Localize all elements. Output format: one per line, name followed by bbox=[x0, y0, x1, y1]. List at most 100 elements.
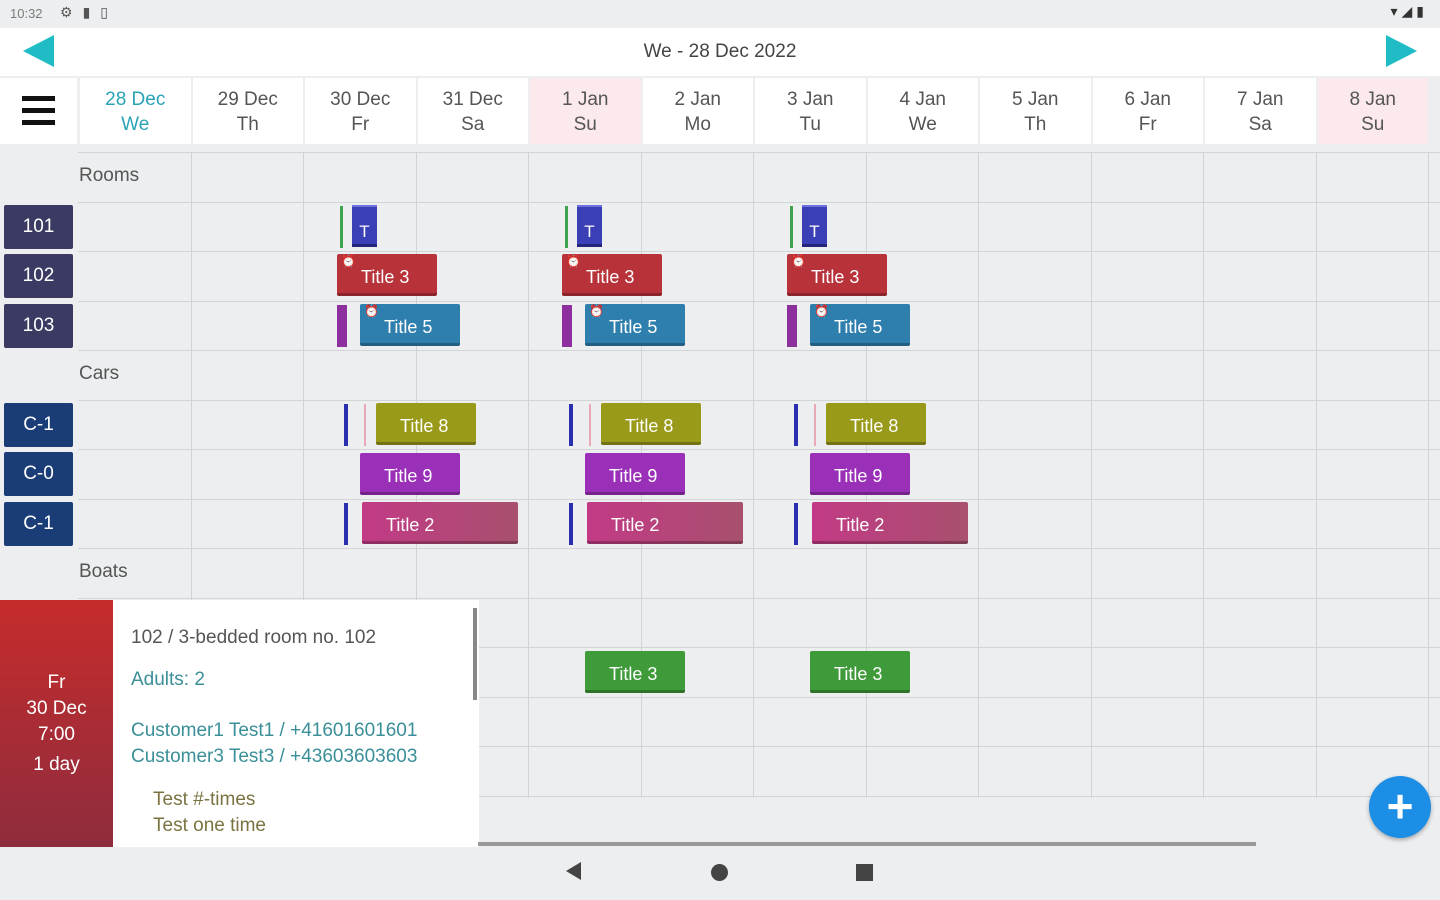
booking-marker[interactable] bbox=[790, 206, 793, 248]
booking-detail-card[interactable]: 102 / 3-bedded room no. 102 Adults: 2 Cu… bbox=[113, 600, 479, 847]
booking-title2[interactable]: Title 2 bbox=[587, 502, 743, 544]
back-icon[interactable] bbox=[566, 862, 581, 880]
booking-t[interactable]: T bbox=[352, 205, 377, 247]
booking-title8[interactable]: Title 8 bbox=[826, 403, 926, 445]
resource-label[interactable]: 101 bbox=[4, 205, 73, 249]
resource-label[interactable]: C-1 bbox=[4, 403, 73, 447]
current-date-title: We - 28 Dec 2022 bbox=[643, 41, 797, 62]
booking-marker[interactable] bbox=[565, 206, 568, 248]
booking-title9[interactable]: Title 9 bbox=[360, 453, 460, 495]
settings-dot-icon: ⚙ bbox=[60, 4, 83, 20]
grid-row-line bbox=[78, 202, 1440, 203]
booking-title: Title 2 bbox=[836, 515, 885, 535]
booking-title9[interactable]: Title 9 bbox=[810, 453, 910, 495]
booking-marker[interactable] bbox=[340, 206, 343, 248]
day-header-9[interactable]: 6 Jan Fr bbox=[1092, 78, 1203, 144]
booking-title8[interactable]: Title 8 bbox=[601, 403, 701, 445]
day-date: 1 Jan bbox=[562, 89, 609, 110]
resource-label[interactable]: 103 bbox=[4, 304, 73, 348]
booking-title3[interactable]: ⏰ Title 3 bbox=[337, 254, 437, 296]
booking-marker[interactable] bbox=[794, 503, 798, 545]
booking-marker[interactable] bbox=[787, 305, 797, 347]
booking-t[interactable]: T bbox=[802, 205, 827, 247]
day-weekday: We bbox=[121, 114, 150, 135]
grid-row-line bbox=[78, 301, 1440, 302]
detail-customer-2[interactable]: Customer3 Test3 / +43603603603 bbox=[131, 746, 418, 767]
add-booking-button[interactable]: + bbox=[1369, 776, 1431, 838]
booking-marker[interactable] bbox=[344, 404, 348, 446]
booking-title3[interactable]: Title 3 bbox=[585, 651, 685, 693]
day-weekday: We bbox=[908, 114, 937, 135]
booking-title5[interactable]: ⏰ Title 5 bbox=[810, 304, 910, 346]
booking-marker[interactable] bbox=[337, 305, 347, 347]
detail-customer-1[interactable]: Customer1 Test1 / +41601601601 bbox=[131, 720, 418, 741]
grid-column-line bbox=[753, 152, 754, 798]
alarm-icon: ⏰ bbox=[364, 304, 379, 318]
grid-row-line bbox=[78, 152, 1440, 153]
horizontal-scrollbar[interactable] bbox=[478, 842, 1256, 846]
booking-marker[interactable] bbox=[562, 305, 572, 347]
booking-title3[interactable]: ⏰ Title 3 bbox=[787, 254, 887, 296]
grid-column-line bbox=[190, 152, 192, 798]
plus-icon: + bbox=[1386, 780, 1414, 832]
booking-title5[interactable]: ⏰ Title 5 bbox=[585, 304, 685, 346]
arrow-left-icon[interactable] bbox=[22, 34, 56, 68]
top-bar: We - 28 Dec 2022 bbox=[0, 28, 1440, 76]
day-header-2[interactable]: 30 Dec Fr bbox=[305, 78, 416, 144]
detail-date: 30 Dec bbox=[26, 698, 87, 719]
booking-marker[interactable] bbox=[344, 503, 348, 545]
booking-marker[interactable] bbox=[814, 404, 816, 446]
day-header-11[interactable]: 8 Jan Su bbox=[1317, 78, 1428, 144]
detail-duration: 1 day bbox=[33, 754, 80, 775]
resource-label[interactable]: C-1 bbox=[4, 502, 73, 546]
day-date: 7 Jan bbox=[1237, 89, 1284, 110]
day-date: 29 Dec bbox=[217, 89, 278, 110]
day-weekday: Mo bbox=[684, 114, 711, 135]
day-header-5[interactable]: 2 Jan Mo bbox=[642, 78, 753, 144]
hamburger-icon-bar bbox=[22, 108, 55, 113]
menu-button[interactable] bbox=[0, 78, 77, 144]
home-icon[interactable] bbox=[711, 864, 728, 881]
booking-title2[interactable]: Title 2 bbox=[362, 502, 518, 544]
day-header-8[interactable]: 5 Jan Th bbox=[980, 78, 1091, 144]
resource-label[interactable]: C-0 bbox=[4, 452, 73, 496]
day-date: 28 Dec bbox=[105, 89, 166, 110]
resource-label[interactable]: 102 bbox=[4, 254, 73, 298]
day-header-10[interactable]: 7 Jan Sa bbox=[1205, 78, 1316, 144]
day-header-4[interactable]: 1 Jan Su bbox=[530, 78, 641, 144]
booking-title8[interactable]: Title 8 bbox=[376, 403, 476, 445]
day-header-1[interactable]: 29 Dec Th bbox=[192, 78, 303, 144]
schedule-grid[interactable] bbox=[78, 152, 1440, 798]
booking-marker[interactable] bbox=[364, 404, 366, 446]
day-weekday: Fr bbox=[351, 114, 370, 135]
booking-title9[interactable]: Title 9 bbox=[585, 453, 685, 495]
booking-marker[interactable] bbox=[569, 404, 573, 446]
recents-icon[interactable] bbox=[856, 864, 873, 881]
booking-title3[interactable]: ⏰ Title 3 bbox=[562, 254, 662, 296]
day-header-3[interactable]: 31 Dec Sa bbox=[417, 78, 528, 144]
day-header-6[interactable]: 3 Jan Tu bbox=[755, 78, 866, 144]
booking-marker[interactable] bbox=[589, 404, 591, 446]
booking-t[interactable]: T bbox=[577, 205, 602, 247]
system-nav-bar bbox=[0, 848, 1440, 900]
status-bar: 10:32 ⚙▮▯ ▾◢▮ bbox=[0, 0, 1440, 28]
detail-date-panel: Fr 30 Dec 7:00 1 day bbox=[0, 600, 113, 847]
arrow-right-icon[interactable] bbox=[1384, 34, 1418, 68]
booking-marker[interactable] bbox=[794, 404, 798, 446]
booking-title2[interactable]: Title 2 bbox=[812, 502, 968, 544]
clipboard-icon: ▯ bbox=[100, 4, 118, 20]
day-weekday: Fr bbox=[1138, 114, 1157, 135]
day-header-0[interactable]: 28 Dec We bbox=[80, 78, 191, 144]
booking-title: Title 9 bbox=[609, 466, 658, 486]
detail-note-2: Test one time bbox=[153, 815, 266, 836]
booking-title: Title 3 bbox=[361, 267, 410, 287]
booking-title5[interactable]: ⏰ Title 5 bbox=[360, 304, 460, 346]
day-date: 6 Jan bbox=[1124, 89, 1171, 110]
booking-title3[interactable]: Title 3 bbox=[810, 651, 910, 693]
booking-marker[interactable] bbox=[569, 503, 573, 545]
day-header-7[interactable]: 4 Jan We bbox=[867, 78, 978, 144]
detail-scrollbar[interactable] bbox=[473, 608, 477, 700]
grid-row-line bbox=[78, 598, 1440, 599]
booking-title: Title 3 bbox=[586, 267, 635, 287]
